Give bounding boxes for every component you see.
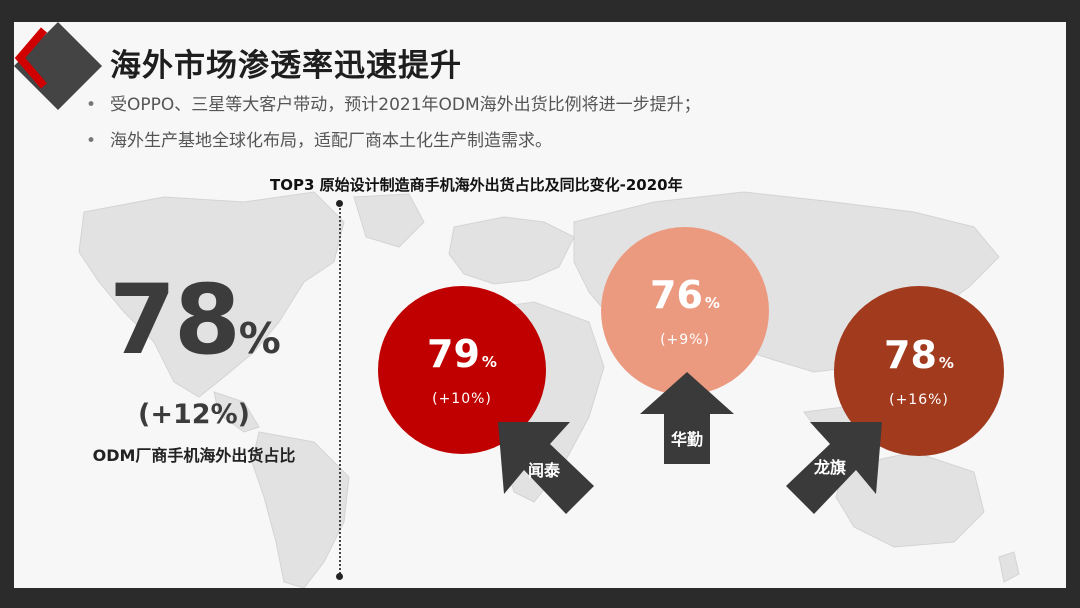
- bullet-text: 海外生产基地全球化布局，适配厂商本土化生产制造需求。: [110, 131, 552, 151]
- page-title: 海外市场渗透率迅速提升: [110, 48, 462, 84]
- bullet-item: • 受OPPO、三星等大客户带动，预计2021年ODM海外出货比例将进一步提升；: [86, 92, 701, 128]
- arrow-up-icon: [640, 372, 734, 464]
- summary-stat: 78% (+12%) ODM厂商手机海外出货占比: [74, 270, 314, 466]
- bubble-unit: %: [704, 294, 720, 312]
- bubble-huaqin: 76% (+9%): [601, 227, 769, 395]
- summary-value: 78%: [74, 270, 314, 389]
- divider-endpoint: [336, 573, 343, 580]
- bubble-change: (+9%): [660, 332, 710, 348]
- bubble-change: (+16%): [889, 392, 949, 408]
- company-label-wingtech: 闻泰: [527, 461, 560, 480]
- bullet-item: • 海外生产基地全球化布局，适配厂商本土化生产制造需求。: [86, 128, 701, 164]
- bubble-value: 79: [427, 332, 480, 376]
- bullet-dot-icon: •: [86, 95, 97, 115]
- slide: 海外市场渗透率迅速提升 • 受OPPO、三星等大客户带动，预计2021年ODM海…: [14, 22, 1066, 588]
- company-label-longcheer: 龙旗: [813, 458, 846, 477]
- bullet-list: • 受OPPO、三星等大客户带动，预计2021年ODM海外出货比例将进一步提升；…: [86, 92, 701, 164]
- bubble-value: 76: [650, 273, 703, 317]
- summary-change: (+12%): [138, 399, 250, 430]
- company-label-huaqin: 华勤: [670, 430, 703, 449]
- summary-unit: %: [238, 314, 281, 363]
- chart-title: TOP3 原始设计制造商手机海外出货占比及同比变化-2020年: [270, 176, 683, 194]
- arrow-up-right-icon: [786, 422, 882, 514]
- bullet-dot-icon: •: [86, 131, 97, 151]
- diamond-logo-icon: [14, 22, 102, 110]
- bullet-text: 受OPPO、三星等大客户带动，预计2021年ODM海外出货比例将进一步提升；: [110, 95, 701, 115]
- bubble-value: 78: [884, 333, 937, 377]
- summary-number: 78: [109, 264, 241, 376]
- bubble-unit: %: [938, 354, 954, 372]
- divider-endpoint: [336, 200, 343, 207]
- bubble-change: (+10%): [432, 391, 492, 407]
- arrow-up-left-icon: [498, 422, 594, 514]
- dotted-divider: [339, 204, 341, 578]
- bubble-unit: %: [481, 353, 497, 371]
- bubble-wingtech: 79% (+10%): [378, 286, 546, 454]
- summary-label: ODM厂商手机海外出货占比: [92, 446, 296, 465]
